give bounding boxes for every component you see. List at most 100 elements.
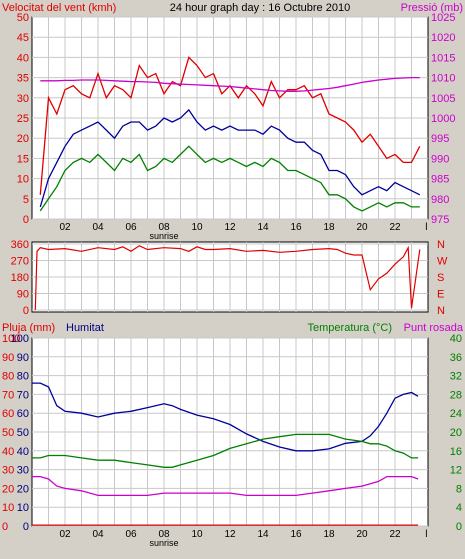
wind-speed-axis: 0 5 10 15 20 25 30 35 40 45 50 — [17, 12, 29, 226]
series-line — [32, 382, 419, 452]
x-tick-label: 18 — [323, 529, 335, 540]
x-tick-label: 22 — [389, 222, 401, 233]
y-tick-label: 20 — [17, 133, 29, 145]
y-tick-label: 10 — [17, 502, 29, 514]
compass-label: N — [437, 239, 445, 251]
x-tick-label: l — [425, 529, 427, 540]
direction-grid — [32, 242, 428, 312]
humidity-axis-label: Humitat — [66, 322, 104, 334]
y-tick-label: 0 — [23, 214, 29, 226]
y-tick-label: 20 — [17, 483, 29, 495]
wind-series — [39, 56, 421, 212]
x-tick-label: 08 — [158, 529, 170, 540]
y-tick-label: 60 — [17, 408, 29, 420]
y-tick-label: 50 — [2, 427, 14, 439]
x-tick-label: 20 — [356, 222, 368, 233]
y-tick-label: 0 — [456, 521, 462, 533]
temperature-axis: 0 4 8 12 16 20 24 28 32 36 40 — [450, 333, 462, 533]
y-tick-label: 80 — [2, 371, 14, 383]
sunrise-label: sunrise — [149, 231, 178, 241]
y-tick-label: 8 — [456, 483, 462, 495]
x-tick-label: 02 — [59, 222, 71, 233]
series-line — [32, 475, 419, 497]
wind-speed-axis-label: Velocitat del vent (kmh) — [2, 2, 116, 14]
series-line — [39, 108, 421, 208]
humidity-axis: 0 10 20 30 40 50 60 70 80 90 100 — [11, 333, 29, 533]
x-tick-label: 06 — [125, 222, 137, 233]
rain-axis-label: Pluja (mm) — [2, 322, 55, 334]
y-tick-label: 80 — [17, 371, 29, 383]
y-tick-label: 270 — [11, 256, 29, 268]
series-line — [34, 245, 421, 311]
compass-label: E — [437, 289, 444, 301]
y-tick-label: 20 — [2, 483, 14, 495]
y-tick-label: 10 — [2, 502, 14, 514]
series-line — [39, 56, 421, 195]
y-tick-label: 100 — [11, 333, 29, 345]
x-tick-label: 04 — [92, 529, 104, 540]
y-tick-label: 1000 — [431, 113, 455, 125]
y-tick-label: 25 — [17, 113, 29, 125]
x-tick-label: 20 — [356, 529, 368, 540]
y-tick-label: 975 — [431, 214, 449, 226]
series-line — [40, 76, 420, 92]
y-tick-label: 4 — [456, 502, 462, 514]
dewpoint-axis-label: Punt rosada — [404, 322, 464, 334]
y-tick-label: 70 — [2, 389, 14, 401]
y-tick-label: 985 — [431, 174, 449, 186]
wind-time-axis: 02 04 06 08 10 12 14 16 18 20 22 l sunrise — [59, 222, 427, 241]
y-tick-label: 990 — [431, 153, 449, 165]
y-tick-label: 980 — [431, 194, 449, 206]
x-tick-label: 12 — [224, 529, 236, 540]
y-tick-label: 16 — [450, 446, 462, 458]
y-tick-label: 40 — [17, 52, 29, 64]
humidity-temperature-series — [32, 382, 419, 526]
y-tick-label: 1025 — [431, 12, 455, 24]
y-tick-label: 60 — [2, 408, 14, 420]
x-tick-label: 12 — [224, 222, 236, 233]
y-tick-label: 12 — [450, 465, 462, 477]
x-tick-label: 10 — [191, 222, 203, 233]
y-tick-label: 100 — [2, 333, 20, 345]
x-tick-label: 16 — [290, 529, 302, 540]
y-tick-label: 70 — [17, 389, 29, 401]
y-tick-label: 0 — [2, 521, 8, 533]
x-tick-label: 18 — [323, 222, 335, 233]
y-tick-label: 1005 — [431, 93, 455, 105]
y-tick-label: 90 — [17, 352, 29, 364]
humidity-grid — [32, 337, 428, 527]
y-tick-label: 0 — [23, 305, 29, 317]
x-tick-label: l — [425, 222, 427, 233]
direction-axis: 0 90 180 270 360 — [11, 239, 29, 317]
y-tick-label: 50 — [17, 12, 29, 24]
x-tick-label: 10 — [191, 529, 203, 540]
y-tick-label: 1010 — [431, 73, 455, 85]
compass-label: S — [437, 272, 444, 284]
y-tick-label: 15 — [17, 153, 29, 165]
chart-title: 24 hour graph day : 16 Octubre 2010 — [170, 2, 350, 14]
y-tick-label: 995 — [431, 133, 449, 145]
y-tick-label: 50 — [17, 427, 29, 439]
x-tick-label: 06 — [125, 529, 137, 540]
x-tick-label: 22 — [389, 529, 401, 540]
compass-label: W — [437, 256, 448, 268]
x-tick-label: 04 — [92, 222, 104, 233]
x-tick-label: 02 — [59, 529, 71, 540]
y-tick-label: 40 — [2, 446, 14, 458]
y-tick-label: 32 — [450, 371, 462, 383]
y-tick-label: 1020 — [431, 32, 455, 44]
y-tick-label: 24 — [450, 408, 462, 420]
y-tick-label: 30 — [17, 93, 29, 105]
y-tick-label: 360 — [11, 239, 29, 251]
compass-label: N — [437, 305, 445, 317]
sunrise-label: sunrise — [149, 538, 178, 548]
y-tick-label: 30 — [17, 465, 29, 477]
y-tick-label: 180 — [11, 272, 29, 284]
x-tick-label: 08 — [158, 222, 170, 233]
y-tick-label: 36 — [450, 352, 462, 364]
y-tick-label: 5 — [23, 194, 29, 206]
pressure-axis-label: Pressió (mb) — [401, 2, 463, 14]
y-tick-label: 35 — [17, 73, 29, 85]
